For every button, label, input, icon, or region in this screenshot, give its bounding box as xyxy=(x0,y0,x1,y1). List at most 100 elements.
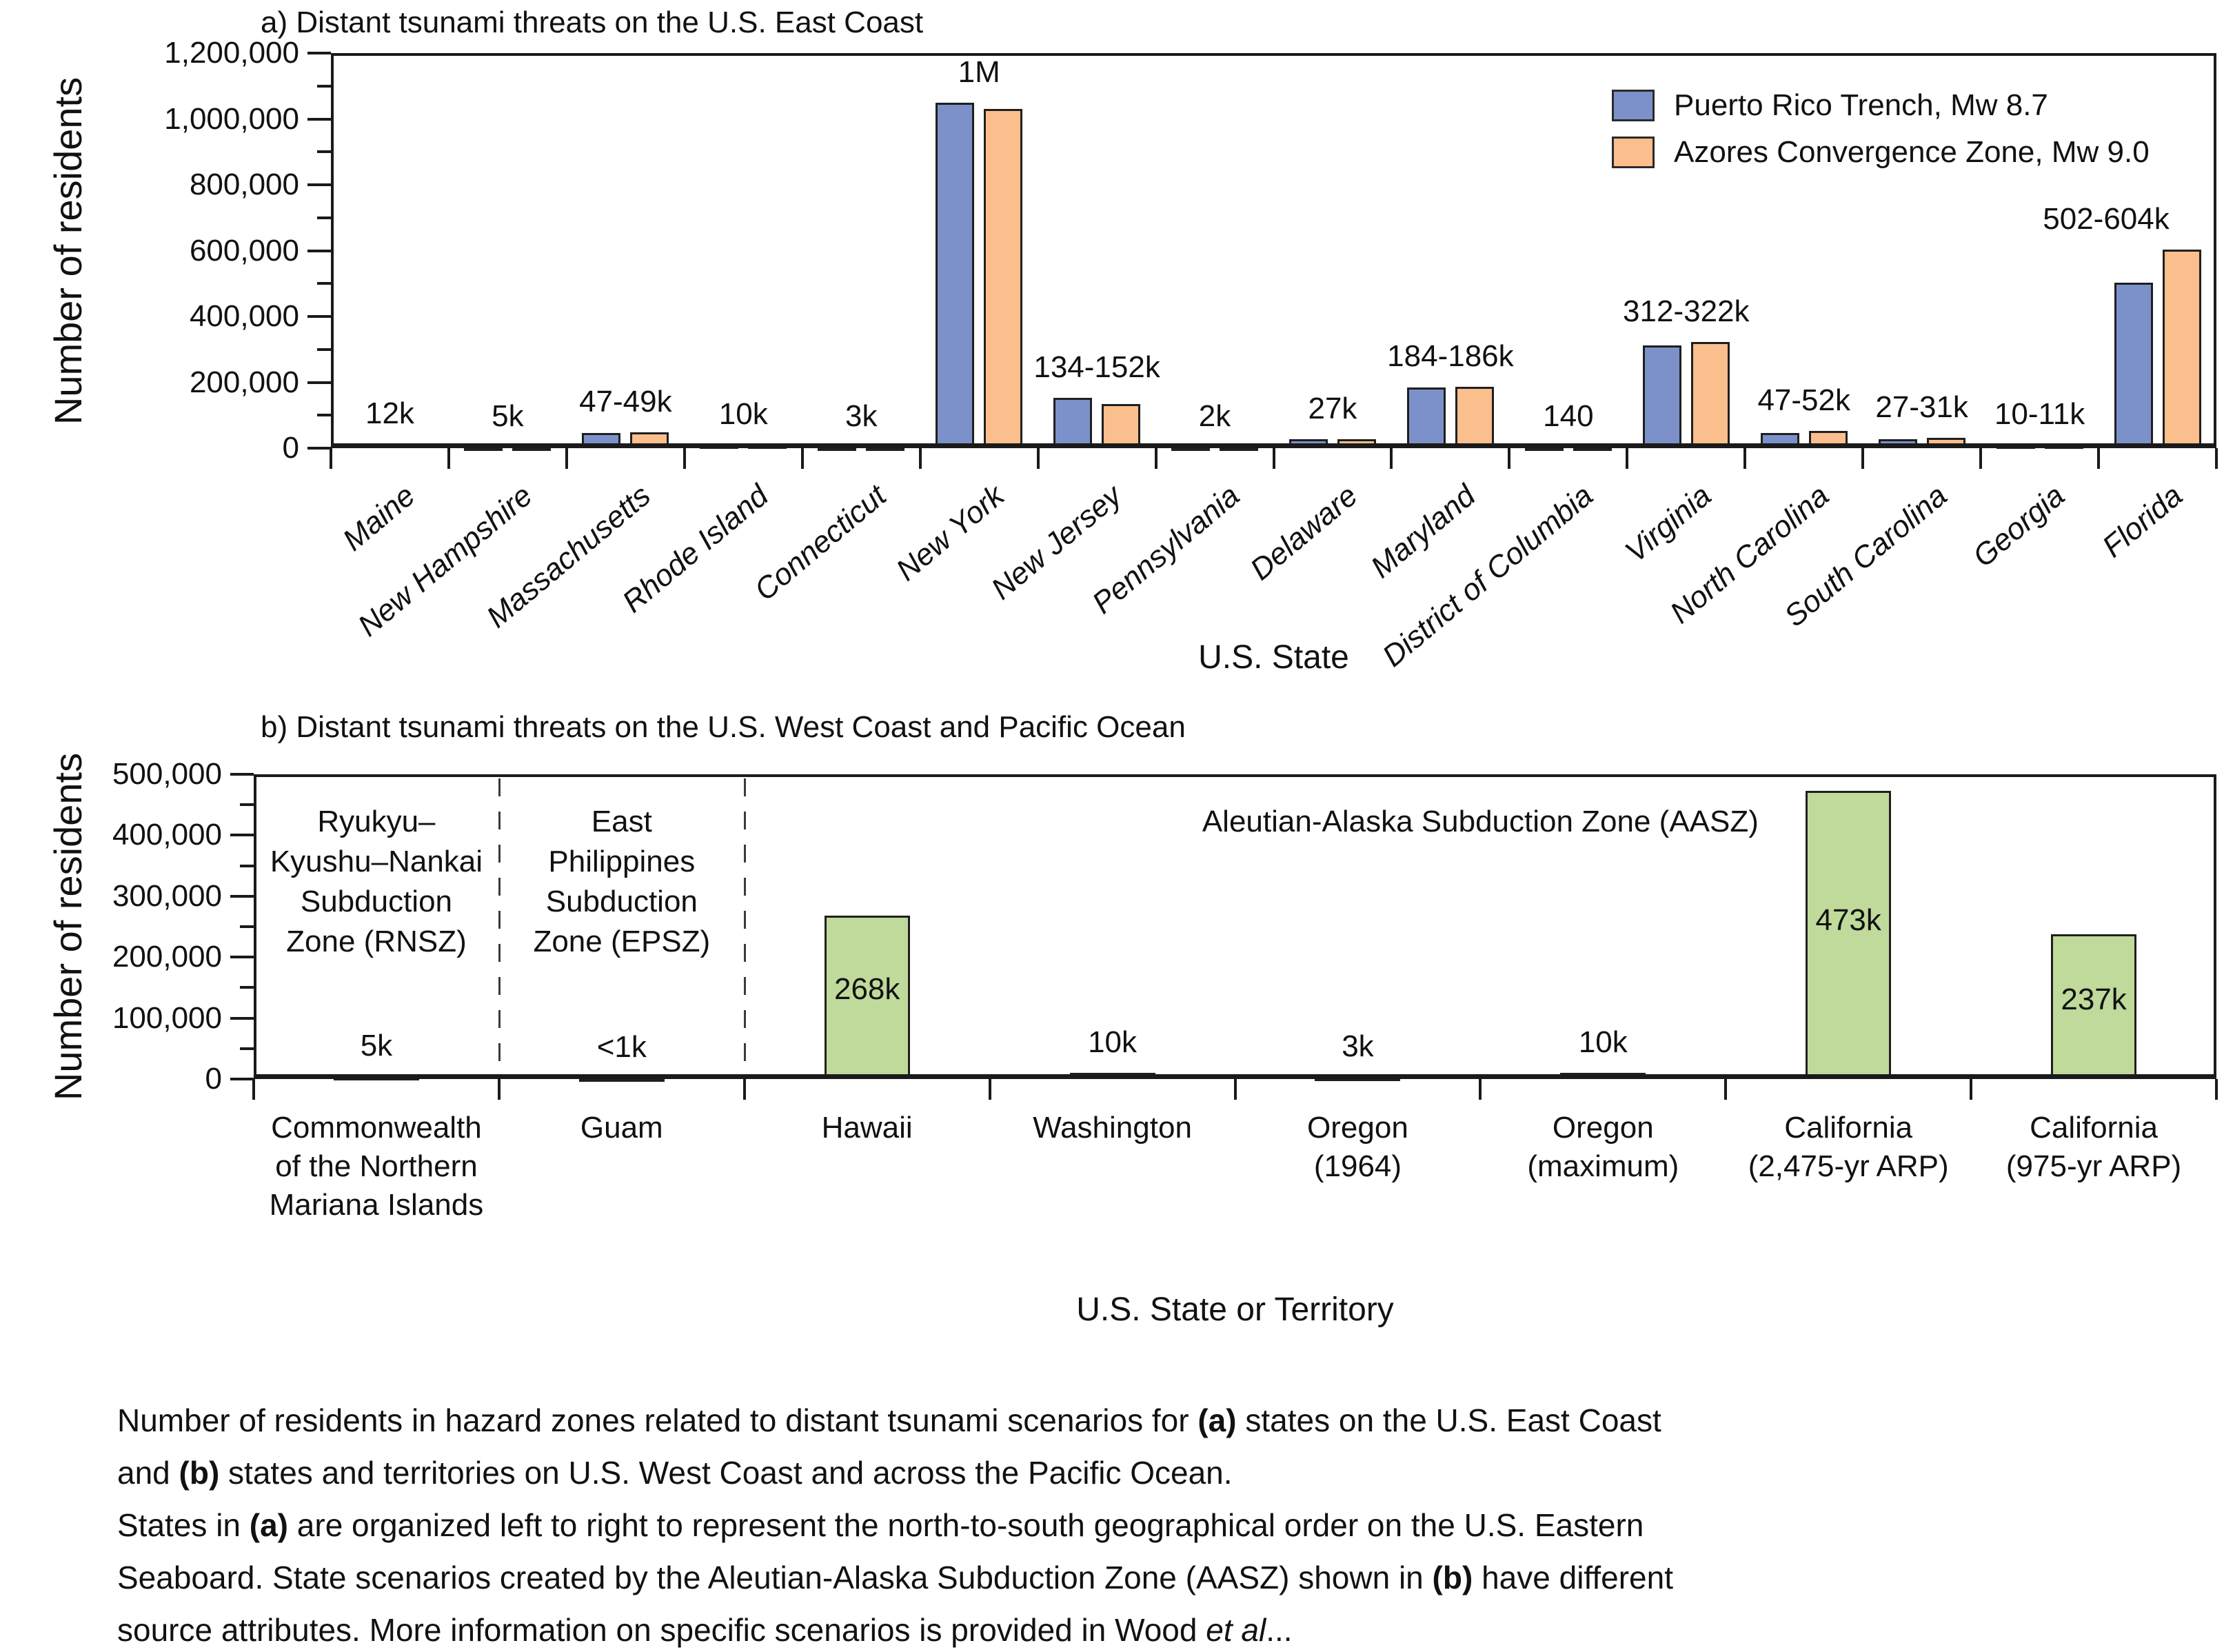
x-axis-tick xyxy=(252,1079,255,1100)
x-axis-category-label: Florida xyxy=(2096,479,2190,564)
chart-bar xyxy=(1102,404,1141,448)
x-axis-tick xyxy=(1508,448,1511,469)
caption-line: source attributes. More information on s… xyxy=(117,1604,2137,1652)
chart-bar xyxy=(1220,447,1259,451)
y-axis-tick-label: 0 xyxy=(282,431,299,465)
caption-text: ... xyxy=(1266,1612,1293,1648)
caption-line: Number of residents in hazard zones rela… xyxy=(117,1394,2137,1447)
x-axis-category-label: Hawaii xyxy=(821,1111,913,1145)
bar-value-label: 5k xyxy=(492,399,524,433)
bar-value-label: 3k xyxy=(845,399,878,433)
chart-bar xyxy=(1806,791,1892,1079)
x-axis-tick xyxy=(742,1079,746,1100)
x-axis-tick xyxy=(565,448,568,469)
x-axis-category-label: Guam xyxy=(580,1111,663,1145)
x-axis-category-label: Oregon (maximum) xyxy=(1527,1111,1679,1183)
bar-value-label: 312-322k xyxy=(1623,294,1750,328)
zone-divider-line xyxy=(743,778,746,1074)
y-axis-tick xyxy=(230,956,254,959)
chart-bar xyxy=(1406,387,1446,448)
x-axis-tick xyxy=(1479,1079,1482,1100)
x-axis-tick xyxy=(330,448,332,469)
caption-text: Seaboard. State scenarios created by the… xyxy=(117,1560,1433,1595)
legend-item-azores-convergence-zone: Azores Convergence Zone, Mw 9.0 xyxy=(1612,135,2150,170)
y-axis-tick xyxy=(307,381,331,384)
bar-value-label: 10k xyxy=(718,397,768,431)
caption-text: have different xyxy=(1473,1560,1673,1595)
panel-b-y-axis-title: Number of residents xyxy=(46,752,90,1101)
y-axis-tick xyxy=(317,216,331,219)
x-axis-tick xyxy=(1743,448,1747,469)
chart-bar xyxy=(512,447,552,451)
legend-label: Puerto Rico Trench, Mw 8.7 xyxy=(1674,88,2048,122)
y-axis-tick xyxy=(307,183,331,186)
y-axis-tick xyxy=(307,117,331,121)
x-axis-category-label: Delaware xyxy=(1244,479,1364,587)
bar-value-label: 184-186k xyxy=(1387,339,1514,373)
caption-text: states on the U.S. East Coast xyxy=(1236,1402,1661,1438)
y-axis-tick-label: 0 xyxy=(205,1062,222,1096)
x-axis-category-label: New York xyxy=(889,479,1011,588)
panel-a-title: a) Distant tsunami threats on the U.S. E… xyxy=(261,6,924,39)
bar-value-label: 10k xyxy=(1578,1025,1628,1059)
chart-bar xyxy=(1808,431,1848,448)
bar-value-label: 134-152k xyxy=(1033,350,1160,384)
y-axis-tick xyxy=(317,282,331,285)
y-axis-tick-label: 300,000 xyxy=(112,878,222,913)
x-axis-tick xyxy=(2215,448,2218,469)
y-axis-tick xyxy=(317,150,331,154)
chart-bar xyxy=(700,445,739,449)
y-axis-tick xyxy=(307,52,331,54)
chart-bar xyxy=(2051,934,2137,1079)
chart-bar xyxy=(1690,342,1730,448)
x-axis-category-label: Commonwealth of the Northern Mariana Islan… xyxy=(269,1111,484,1222)
y-axis-tick xyxy=(317,347,331,351)
bar-value-label: 47-49k xyxy=(579,385,672,419)
panel-b-title: b) Distant tsunami threats on the U.S. W… xyxy=(261,710,1186,744)
zone-label: East Philippines Subduction Zone (EPSZ) xyxy=(533,805,711,958)
chart-bar xyxy=(1337,439,1376,448)
chart-bar xyxy=(582,433,621,448)
y-axis-tick-label: 400,000 xyxy=(112,818,222,852)
bar-value-label: 10-11k xyxy=(1994,397,2085,431)
chart-bar xyxy=(748,445,787,449)
chart-bar xyxy=(1642,345,1681,448)
bar-value-label: 27k xyxy=(1308,392,1357,425)
y-axis-tick xyxy=(317,414,331,417)
bar-value-label: 27-31k xyxy=(1875,390,1968,424)
legend-item-puerto-rico-trench: Puerto Rico Trench, Mw 8.7 xyxy=(1612,88,2048,123)
x-axis-category-label: Virginia xyxy=(1618,479,1718,570)
bar-value-label: 1M xyxy=(958,55,1000,89)
chart-bar xyxy=(1524,447,1564,451)
chart-bar xyxy=(1455,387,1494,448)
bar-value-label: 140 xyxy=(1543,399,1594,433)
bar-value-label: 268k xyxy=(833,972,900,1006)
caption-line: States in (a) are organized left to righ… xyxy=(117,1499,2137,1551)
y-axis-tick xyxy=(230,1078,254,1080)
bar-value-label: 502-604k xyxy=(2043,202,2170,236)
chart-bar xyxy=(1878,439,1917,448)
bar-value-label: 237k xyxy=(2061,983,2127,1016)
chart-bar xyxy=(936,103,975,448)
y-axis-tick xyxy=(240,803,254,807)
caption-text: source attributes. More information on s… xyxy=(117,1612,1206,1648)
zone-label: Aleutian-Alaska Subduction Zone (AASZ) xyxy=(1202,805,1759,838)
x-axis-tick xyxy=(988,1079,991,1100)
y-axis-tick xyxy=(307,447,331,450)
y-axis-tick xyxy=(230,1016,254,1020)
caption-text: (a) xyxy=(1197,1402,1237,1438)
x-axis-tick xyxy=(918,448,922,469)
caption-text: and xyxy=(117,1455,179,1491)
x-axis-category-label: California (2,475-yr ARP) xyxy=(1748,1111,1949,1183)
y-axis-tick-label: 100,000 xyxy=(112,1000,222,1035)
y-axis-tick-label: 200,000 xyxy=(112,940,222,974)
y-axis-tick xyxy=(307,249,331,252)
chart-bar xyxy=(2114,283,2153,448)
caption-text: States in xyxy=(117,1507,250,1543)
chart-bar xyxy=(394,444,434,448)
x-axis-tick xyxy=(447,448,450,469)
x-axis-tick xyxy=(1970,1079,1973,1100)
zone-label: Ryukyu– Kyushu–Nankai Subduction Zone (RNSZ… xyxy=(270,805,483,958)
bar-value-label: 2k xyxy=(1198,399,1231,433)
